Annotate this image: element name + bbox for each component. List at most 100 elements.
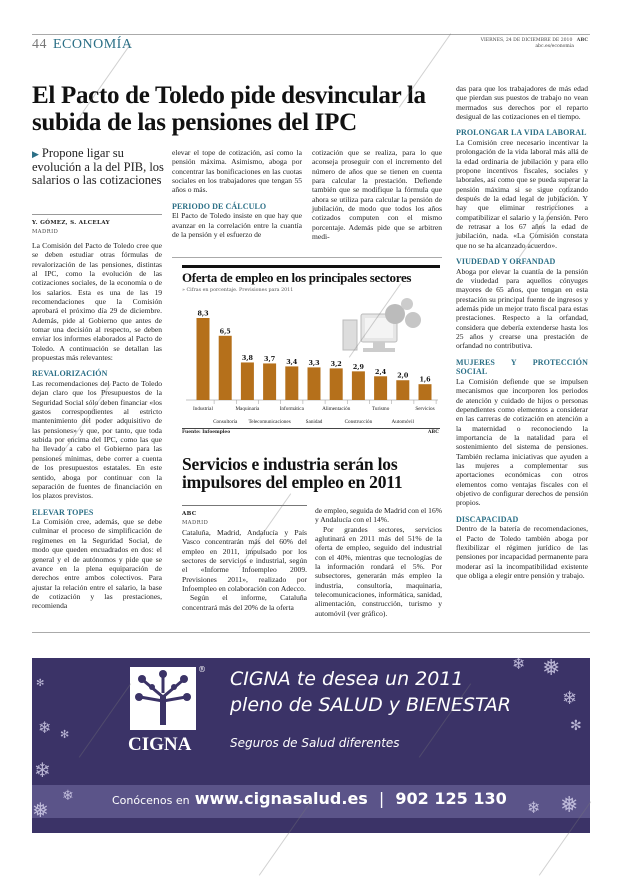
ad-phone: 902 125 130: [395, 789, 507, 808]
bar-automóvil: [396, 380, 410, 400]
bar-value-label: 2,0: [397, 372, 409, 380]
snowflake-icon: ❄: [34, 758, 51, 782]
page-number: 44: [32, 37, 47, 52]
category-label: Informática: [280, 405, 305, 412]
paragraph: El Pacto de Toledo insiste en que hay qu…: [172, 211, 302, 239]
paper-name: ABC: [576, 38, 588, 43]
paragraph: das para que los trabajadores de más eda…: [456, 84, 588, 122]
bar-value-label: 3,3: [308, 359, 320, 367]
paragraph: cotización que se realiza, para lo que a…: [312, 148, 442, 242]
bar-consultoría: [218, 335, 232, 400]
paragraph: La Comisión del Pacto de Toledo cree que…: [32, 241, 162, 363]
snowflake-icon: ❅: [32, 798, 49, 822]
snowflake-icon: ❅: [542, 658, 561, 681]
cta-prefix: Conócenos en: [112, 794, 190, 807]
section-heading: MUJERES Y PROTECCIÓN SOCIAL: [456, 357, 588, 377]
bar-maquinaria: [240, 362, 254, 400]
chart-top-rule: [182, 265, 440, 268]
ad-line-2: pleno de SALUD y BIENESTAR: [230, 694, 512, 716]
triangle-bullet-icon: ▶: [32, 149, 39, 159]
article-column-2: elevar el tope de cotización, así como l…: [172, 148, 302, 239]
chart-subtitle: » Cifras en porcentaje. Previsiones para…: [182, 288, 294, 293]
paragraph: Por grandes sectores, servicios aglutina…: [315, 524, 442, 618]
section-folio: 44 ECONOMÍA: [32, 37, 132, 53]
registered-mark: ®: [198, 665, 206, 674]
section-heading: VIUDEDAD Y ORFANDAD: [456, 257, 556, 267]
byline: Y. GÓMEZ, S. ALCELAY: [32, 220, 110, 226]
paragraph: Cataluña, Madrid, Andalucía y País Vasco…: [182, 528, 307, 594]
article2-column-2: de empleo, seguida de Madrid con el 16% …: [315, 506, 442, 618]
chart-bottom-rule: [182, 428, 440, 429]
bar-value-label: 3,8: [242, 354, 254, 362]
category-label: Construcción: [345, 419, 373, 425]
snowflake-icon: ❄: [38, 718, 52, 737]
article2-location: MADRID: [182, 520, 209, 526]
bar-value-label: 8,3: [197, 310, 209, 318]
category-label: Telecomunicaciones: [248, 419, 290, 425]
snowflake-icon: ❄: [512, 658, 526, 673]
subhead: ▶ Propone ligar su evolución a la del PIB…: [32, 147, 168, 187]
cigna-wordmark: CIGNA: [128, 734, 192, 755]
snowflake-icon: ❄: [62, 788, 74, 804]
bar-turismo: [374, 376, 388, 400]
bar-value-label: 3,2: [331, 360, 342, 368]
cigna-advertisement[interactable]: ® CIGNA CIGNA te desea un 2011 pleno de …: [32, 658, 590, 833]
bar-servicios: [418, 384, 432, 400]
category-label: Maquinaria: [235, 406, 260, 412]
byline-block: Y. GÓMEZ, S. ALCELAY MADRID: [32, 218, 162, 237]
ad-contact-band: [32, 785, 590, 818]
snowflake-icon: ✻: [570, 718, 582, 734]
ad-line-1: CIGNA te desea un 2011: [230, 668, 464, 690]
article2-column-1: ABC MADRID Cataluña, Madrid, Andalucía y…: [182, 509, 307, 612]
ad-contact-line: Conócenos en www.cignasalud.es | 902 125…: [112, 789, 507, 808]
section-heading: PROLONGAR LA VIDA LABORAL: [456, 128, 587, 138]
separator: |: [378, 789, 385, 808]
section-heading: DISCAPACIDAD: [456, 514, 519, 524]
snowflake-icon: ❄: [562, 688, 578, 709]
headline: El Pacto de Toledo pide desvincular la s…: [32, 82, 426, 136]
bar-value-label: 3,4: [286, 358, 298, 366]
paragraph: Aboga por elevar la cuantía de la pensió…: [456, 266, 588, 351]
section-name: ECONOMÍA: [53, 37, 133, 52]
location: MADRID: [32, 229, 59, 235]
cigna-tree-logo: [130, 667, 196, 730]
paragraph: Según el informe, Cataluña concentrará m…: [182, 593, 307, 612]
paragraph: La Comisión defiende que se impulsen mec…: [456, 376, 588, 508]
ad-tagline: Seguros de Salud diferentes: [230, 736, 400, 750]
bar-value-label: 3,7: [264, 355, 275, 363]
category-label: Servicios: [415, 406, 434, 412]
bar-value-label: 2,9: [353, 363, 365, 371]
article2-headline: Servicios e industria serán los impulsor…: [182, 454, 403, 492]
chart-title: Oferta de empleo en los principales sect…: [182, 270, 412, 285]
date: VIERNES, 24 DE DICIEMBRE DE 2010: [480, 38, 573, 43]
ad-url-link[interactable]: www.cignasalud.es: [194, 789, 368, 808]
bar-alimentación: [329, 368, 343, 400]
divider: [172, 257, 442, 258]
section-heading: ELEVAR TOPES: [32, 507, 94, 517]
section-heading: REVALORIZACIÓN: [32, 369, 108, 379]
bar-informática: [285, 366, 299, 400]
category-label: Sanidad: [306, 419, 323, 425]
snowflake-icon: ❅: [560, 793, 579, 818]
bar-chart: 8,3 Industrial 6,5 Consultoría 3,8 Maquinaria…: [186, 298, 438, 425]
bar-telecomunicaciones: [263, 363, 277, 400]
paragraph: La Comisión cree necesario incentivar la…: [456, 137, 588, 250]
web-address[interactable]: abc.es/economia: [535, 44, 574, 49]
chart-credit: ABC: [428, 430, 439, 435]
snowflake-icon: ❄: [527, 798, 541, 817]
paragraph: Dentro de la batería de recomendaciones,…: [456, 524, 588, 581]
chart-source: Fuente: Infoempleo: [182, 430, 231, 435]
snowflake-icon: ✻: [36, 678, 45, 689]
category-label: Automóvil: [392, 419, 415, 425]
category-label: Alimentación: [322, 406, 351, 412]
bar-value-label: 1,6: [419, 376, 431, 384]
computer-illustration: [342, 298, 421, 352]
section-heading: PERIODO DE CÁLCULO: [172, 201, 267, 211]
paragraph: Las recomendaciones del Pacto de Toledo …: [32, 379, 162, 501]
divider: [182, 505, 307, 506]
paragraph: La Comisión cree, además, que se debe cu…: [32, 517, 162, 611]
article-column-3: cotización que se realiza, para lo que a…: [312, 148, 442, 241]
bar-sanidad: [307, 367, 321, 400]
category-label: Turismo: [372, 406, 390, 412]
ad-divider: [32, 632, 590, 633]
